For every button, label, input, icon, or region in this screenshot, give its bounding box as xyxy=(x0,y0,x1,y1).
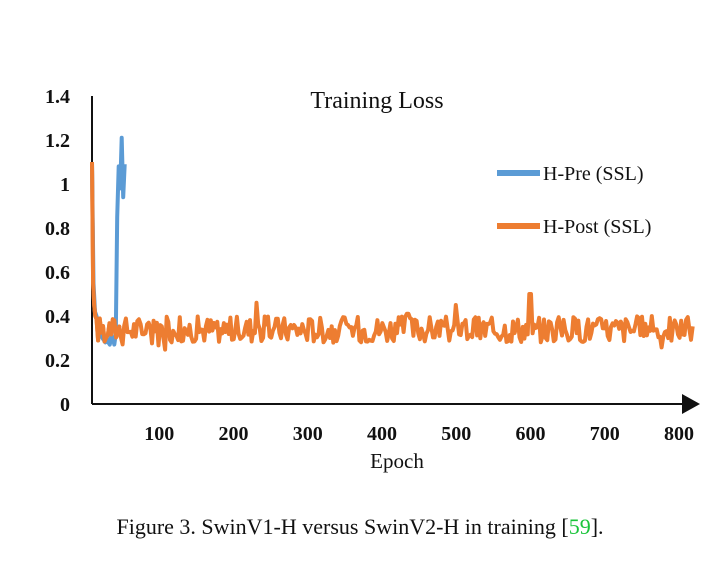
y-tick-label: 1.2 xyxy=(45,130,70,152)
citation-link[interactable]: 59 xyxy=(568,514,591,539)
legend-label-h-pre: H-Pre (SSL) xyxy=(543,163,644,185)
training-loss-chart: Training Loss 0 0.2 0.4 0.6 0.8 1 1.2 1.4 100 20… xyxy=(45,86,700,473)
chart-title: Training Loss xyxy=(310,88,443,114)
y-tick-label: 0.4 xyxy=(45,306,70,328)
legend-label-h-post: H-Post (SSL) xyxy=(543,216,651,238)
y-tick-label: 0.8 xyxy=(45,218,70,240)
x-tick-label: 300 xyxy=(293,423,323,445)
x-tick-label: 600 xyxy=(516,423,546,445)
legend: H-Pre (SSL) H-Post (SSL) xyxy=(497,163,651,238)
x-tick-label: 100 xyxy=(144,423,174,445)
x-tick-label: 800 xyxy=(664,423,694,445)
x-tick-label: 400 xyxy=(367,423,397,445)
x-axis-label: Epoch xyxy=(370,449,424,473)
caption-text: Figure 3. SwinV1-H versus SwinV2-H in tr… xyxy=(116,514,569,539)
caption-end: ]. xyxy=(590,514,604,539)
y-tick-label: 0.6 xyxy=(45,262,70,284)
figure-caption: Figure 3. SwinV1-H versus SwinV2-H in tr… xyxy=(0,514,720,540)
y-tick-label: 1 xyxy=(60,174,70,196)
series-line-h-post-early xyxy=(90,161,123,344)
y-tick-label: 0 xyxy=(60,394,70,416)
y-tick-label: 1.4 xyxy=(45,86,70,108)
y-tick-label: 0.2 xyxy=(45,350,70,372)
x-tick-label: 200 xyxy=(219,423,249,445)
series-line-h-post xyxy=(90,161,695,352)
x-tick-label: 700 xyxy=(590,423,620,445)
x-axis-arrowhead xyxy=(682,394,700,414)
x-axis-ticks: 100 200 300 400 500 600 700 800 xyxy=(144,423,694,445)
x-tick-label: 500 xyxy=(441,423,471,445)
y-axis-ticks: 0 0.2 0.4 0.6 0.8 1 1.2 1.4 xyxy=(45,86,70,416)
series-layer xyxy=(90,135,695,352)
